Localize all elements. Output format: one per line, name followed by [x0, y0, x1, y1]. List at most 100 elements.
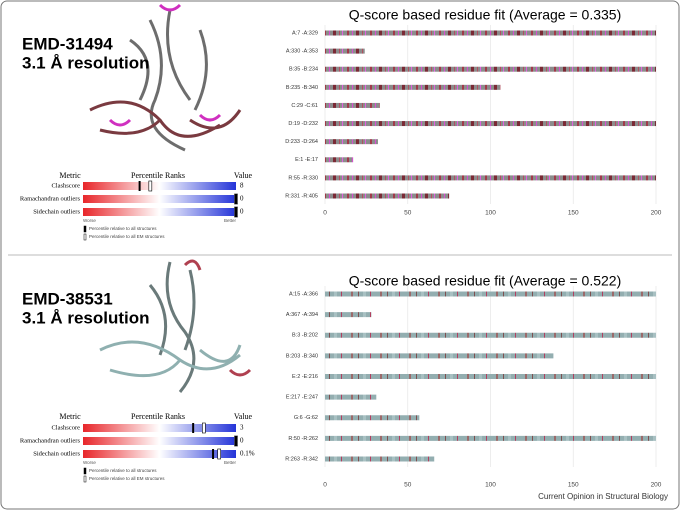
- y-tick-label: B:235 -B:340: [286, 85, 318, 91]
- structure-image: [89, 3, 252, 393]
- percentile-all-marker: [235, 207, 237, 217]
- slider-bar: [83, 437, 236, 445]
- slider-bar: [83, 450, 236, 458]
- slider-bar: [83, 424, 236, 432]
- worse-label: Worse: [83, 460, 96, 465]
- y-tick-label: R:50 -R:262: [288, 436, 318, 442]
- worse-label: Worse: [83, 218, 96, 223]
- residue-bar: [325, 394, 377, 400]
- y-tick-label: B:35 -B:234: [289, 67, 318, 73]
- x-tick-label: 50: [404, 482, 412, 489]
- metric-value: 8: [240, 182, 244, 190]
- slider-bar: [83, 195, 236, 203]
- x-tick-label: 100: [485, 210, 496, 217]
- residue-bar: [325, 175, 656, 181]
- x-tick-label: 0: [323, 482, 327, 489]
- footer: Current Opinion in Structural Biology: [538, 492, 668, 501]
- validation-header: Metric: [59, 171, 81, 180]
- residue-bar: [325, 332, 656, 338]
- metric-label: Clashscore: [51, 182, 80, 189]
- y-tick-label: B:3 -B:202: [292, 333, 318, 339]
- percentile-all-marker: [192, 423, 195, 433]
- percentile-em-marker: [202, 422, 206, 434]
- x-tick-label: 150: [568, 210, 579, 217]
- residue-bar: [325, 157, 354, 163]
- y-tick-label: A:330 -A:353: [286, 49, 318, 55]
- residue-bar: [325, 121, 656, 127]
- metric-value: 0: [240, 195, 244, 203]
- legend-text: Percentile relative to all EM structures: [89, 476, 165, 481]
- percentile-em-marker: [148, 180, 153, 192]
- residue-bar: [325, 353, 554, 359]
- legend-text: Percentile relative to all structures: [89, 468, 157, 473]
- residue-bar: [325, 435, 656, 441]
- y-tick-label: C:29 -C:61: [291, 103, 318, 109]
- legend-text: Percentile relative to all EM structures: [89, 234, 165, 239]
- slider-bar: [83, 208, 236, 216]
- y-tick-label: B:203 -B:340: [286, 353, 318, 359]
- y-tick-label: E:217 -E:247: [286, 395, 318, 401]
- residue-bar: [325, 374, 656, 379]
- y-tick-label: R:263 -R:342: [285, 456, 318, 462]
- x-tick-label: 0: [323, 210, 327, 217]
- legend-swatch: [83, 233, 87, 241]
- percentile-all-marker: [235, 436, 237, 446]
- x-tick-label: 150: [568, 482, 579, 489]
- residue-bar: [325, 84, 501, 90]
- residue-bar: [325, 312, 372, 318]
- residue-bar: [325, 102, 380, 108]
- y-tick-label: G:6 -G:62: [294, 415, 318, 421]
- y-tick-label: A:7 -A:329: [292, 30, 318, 36]
- metric-label: Ramachandran outliers: [20, 437, 81, 444]
- residue-bar: [325, 30, 656, 36]
- y-tick-label: R:55 -R:330: [288, 175, 318, 181]
- validation-header: Percentile Ranks: [131, 412, 185, 421]
- metric-label: Sidechain outliers: [33, 208, 80, 215]
- residue-bar: [325, 139, 378, 145]
- y-tick-label: R:331 -R:405: [285, 193, 318, 199]
- legend-swatch: [83, 475, 87, 483]
- residue-bar: [325, 291, 656, 297]
- legend-swatch: [83, 467, 87, 475]
- y-tick-label: D:19 -D:232: [288, 121, 318, 127]
- legend-swatch: [83, 225, 87, 233]
- better-label: Better: [224, 460, 237, 465]
- x-tick-label: 50: [404, 210, 412, 217]
- validation-header: Value: [234, 171, 253, 180]
- residue-bar: [325, 48, 365, 54]
- better-label: Better: [224, 218, 237, 223]
- metric-label: Clashscore: [51, 424, 80, 431]
- percentile-all-marker: [138, 181, 141, 191]
- metric-label: Ramachandran outliers: [20, 195, 81, 202]
- percentile-em-marker: [217, 448, 221, 460]
- metric-value: 0: [240, 437, 244, 445]
- entry-id: EMD-38531: [22, 289, 113, 308]
- x-tick-label: 100: [485, 482, 496, 489]
- validation-header: Percentile Ranks: [131, 171, 185, 180]
- legend-text: Percentile relative to all structures: [89, 226, 157, 231]
- y-tick-label: A:15 -A:366: [289, 291, 318, 297]
- percentile-all-marker: [212, 449, 215, 459]
- x-tick-label: 200: [651, 210, 662, 217]
- percentile-all-marker: [235, 194, 237, 204]
- metric-value: 0: [240, 208, 244, 216]
- validation-header: Value: [234, 412, 253, 421]
- metric-value: 3: [240, 424, 244, 432]
- y-tick-label: D:233 -D:264: [285, 139, 318, 145]
- resolution: 3.1 Å resolution: [22, 53, 150, 72]
- y-tick-label: E:2 -E:216: [292, 374, 318, 380]
- residue-bar: [325, 66, 656, 72]
- y-tick-label: A:367 -A:394: [286, 312, 318, 318]
- residue-bar: [325, 193, 450, 199]
- chart-title: Q-score based residue fit (Average = 0.5…: [349, 273, 622, 289]
- slider-bar: [83, 182, 236, 190]
- y-tick-label: E:1 -E:17: [295, 157, 318, 163]
- entry-id: EMD-31494: [22, 34, 113, 53]
- validation-header: Metric: [59, 412, 81, 421]
- residue-bar: [325, 415, 420, 421]
- x-tick-label: 200: [651, 482, 662, 489]
- resolution: 3.1 Å resolution: [22, 308, 150, 327]
- chart-title: Q-score based residue fit (Average = 0.3…: [349, 7, 622, 23]
